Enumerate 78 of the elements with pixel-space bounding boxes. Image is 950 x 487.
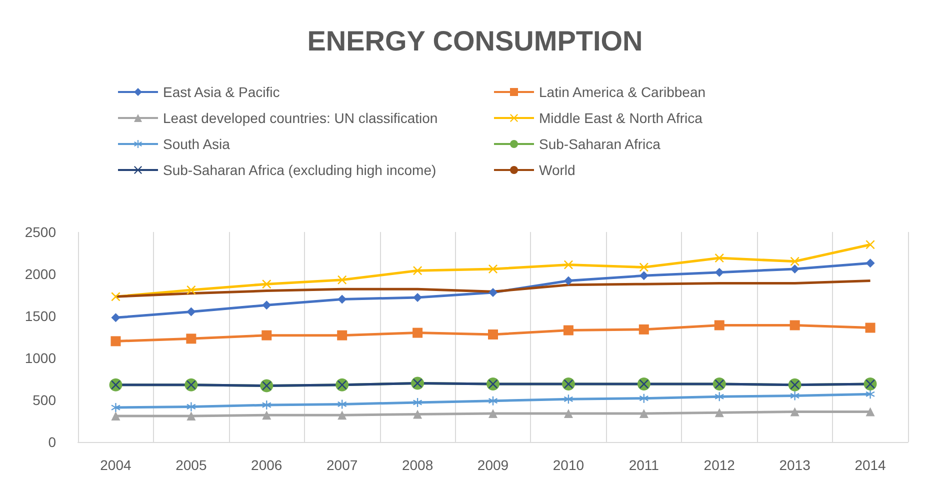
x-tick-label: 2008	[402, 457, 434, 473]
point	[262, 410, 272, 420]
y-tick-label: 1500	[24, 308, 56, 324]
point	[563, 325, 574, 336]
point	[714, 254, 724, 263]
x-tick-label: 2005	[176, 457, 207, 473]
point	[790, 407, 800, 416]
y-tick-label: 0	[48, 434, 56, 450]
point	[337, 330, 348, 340]
point	[413, 266, 422, 276]
x-tick-label: 2006	[251, 457, 282, 473]
point	[186, 307, 196, 316]
point	[714, 320, 724, 330]
legend-label: World	[539, 162, 576, 178]
point	[488, 329, 498, 340]
legend-label: Sub-Saharan Africa (excluding high income)	[163, 162, 436, 178]
point	[564, 394, 573, 404]
point	[413, 410, 422, 419]
point	[564, 408, 573, 418]
point	[111, 313, 120, 322]
point	[186, 334, 196, 344]
point	[111, 403, 120, 412]
point	[866, 258, 875, 268]
point	[639, 408, 648, 418]
legend-label: South Asia	[163, 136, 230, 152]
point	[262, 300, 272, 310]
point	[338, 275, 347, 284]
point	[866, 407, 875, 416]
y-tick-label: 1000	[24, 350, 56, 366]
point	[110, 336, 121, 346]
point	[638, 324, 649, 334]
point	[639, 262, 648, 272]
point	[714, 392, 724, 402]
point	[488, 288, 498, 297]
point	[564, 260, 573, 270]
point	[186, 411, 196, 420]
point	[262, 330, 272, 340]
y-tick-label: 500	[32, 392, 56, 408]
point	[790, 256, 800, 266]
y-tick-label: 2500	[24, 224, 56, 240]
legend-label: Least developed countries: UN classification	[163, 110, 438, 126]
chart-title: ENERGY CONSUMPTION	[307, 26, 643, 56]
point	[865, 322, 876, 333]
legend-label: Middle East & North Africa	[539, 110, 703, 126]
legend-label: Sub-Saharan Africa	[539, 136, 661, 152]
legend-label: Latin America & Caribbean	[539, 84, 706, 100]
point	[488, 396, 498, 406]
point	[186, 285, 196, 294]
point	[111, 411, 120, 420]
x-tick-label: 2012	[704, 457, 736, 473]
point	[186, 402, 196, 412]
x-tick-label: 2011	[628, 457, 660, 473]
point	[790, 320, 800, 330]
point	[338, 400, 347, 409]
point	[413, 398, 422, 408]
point	[639, 271, 648, 280]
point	[866, 240, 875, 250]
x-tick-label: 2014	[854, 457, 886, 473]
point	[790, 391, 800, 400]
x-tick-label: 2010	[552, 457, 584, 473]
point	[866, 390, 875, 399]
point	[488, 408, 498, 418]
point	[262, 400, 272, 410]
x-tick-label: 2004	[100, 457, 132, 473]
point	[564, 276, 573, 286]
point	[412, 328, 423, 338]
point	[338, 410, 347, 420]
point	[714, 408, 724, 418]
point	[639, 394, 648, 403]
legend-label: East Asia & Pacific	[163, 84, 280, 100]
x-tick-label: 2009	[477, 457, 509, 473]
x-tick-label: 2013	[779, 457, 811, 473]
y-tick-label: 2000	[24, 266, 56, 282]
point	[262, 280, 272, 289]
point	[714, 268, 724, 277]
point	[790, 264, 800, 274]
point	[338, 294, 347, 304]
x-tick-label: 2007	[326, 457, 358, 473]
